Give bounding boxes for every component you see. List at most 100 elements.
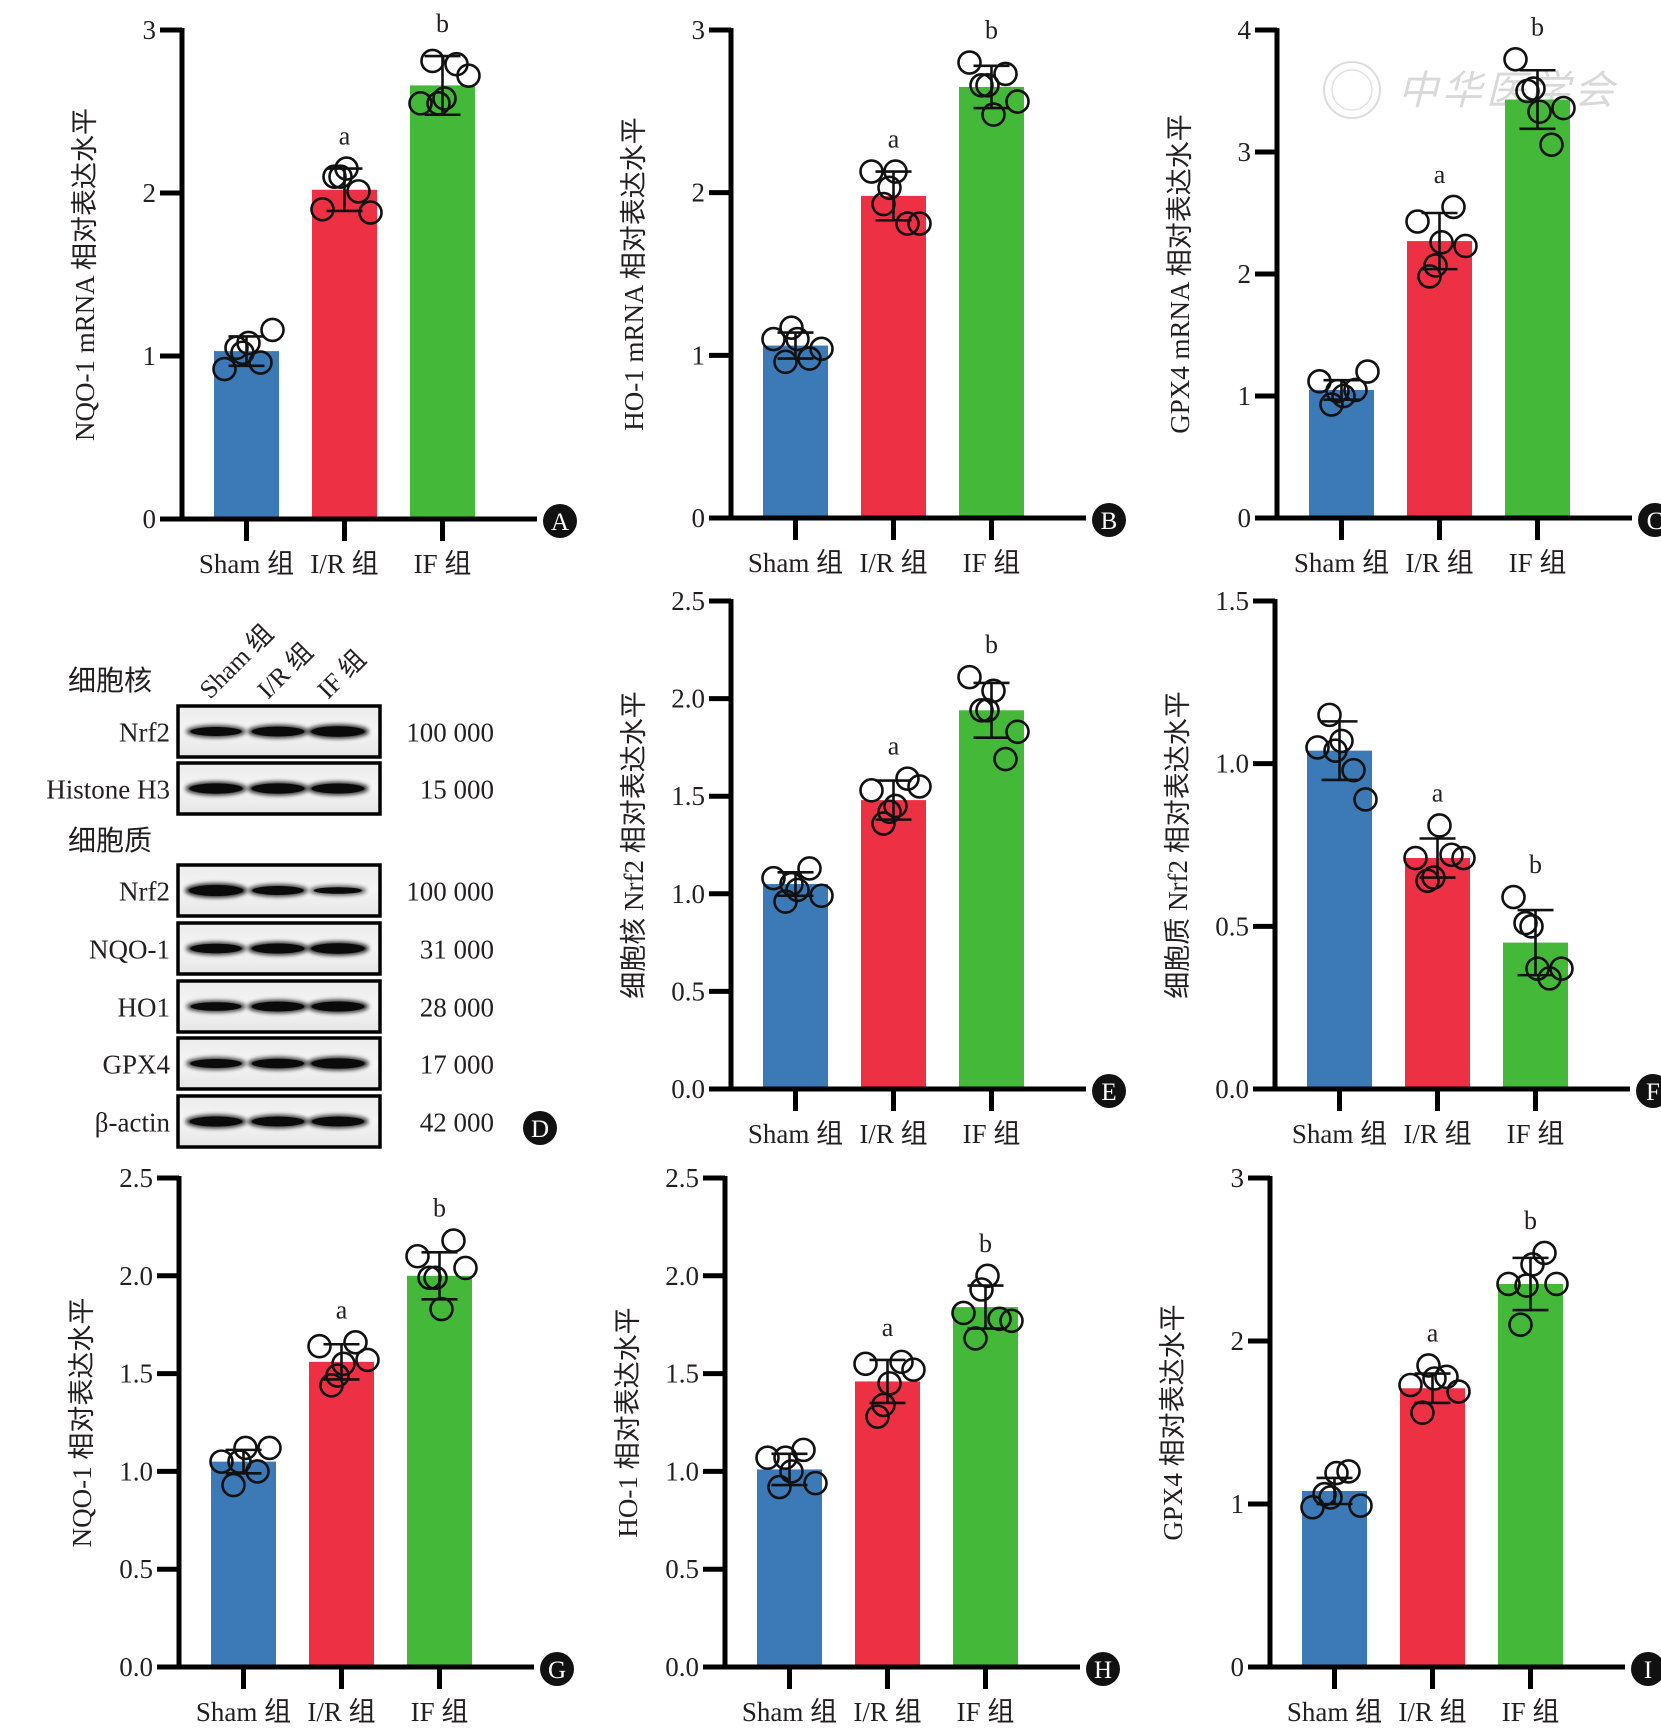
data-point [785,326,810,352]
y-tick-label: 0.5 [1215,911,1249,941]
data-point [1422,1366,1447,1391]
data-point [233,1435,258,1461]
panel-badge [1086,1652,1120,1686]
data-point [1405,209,1430,234]
panel-badge [523,1111,557,1145]
x-tick-label: Sham 组 [196,1697,291,1727]
data-point [1549,956,1574,981]
x-tick-label: I/R 组 [1398,1697,1466,1727]
y-tick-label: 2 [1231,1326,1245,1356]
data-point [343,1330,368,1355]
data-point [859,159,884,184]
bar-2 [1400,1388,1465,1667]
x-tick-label: IF 组 [1509,548,1567,578]
y-tick-label: 3 [143,15,157,45]
blot-band-core [189,885,243,896]
data-point [1434,1364,1459,1390]
blot-band-core [189,1116,243,1127]
data-point [307,1333,332,1359]
data-point [1323,738,1348,763]
y-tick-label: 0 [692,503,706,533]
blot-row: HO1 28 000 [118,979,494,1034]
significance-label: b [1531,12,1544,41]
bar-3 [953,1307,1018,1667]
bar-1 [211,1461,276,1667]
blot-protein-label: Histone H3 [46,775,170,805]
bar-3 [959,710,1024,1089]
data-point [779,1459,804,1484]
blot-row: β-actin 42 000 [95,1094,494,1149]
data-point [1305,735,1330,760]
y-tick-label: 1.0 [671,879,705,909]
y-axis-label: 细胞核 Nrf2 相对表达水平 [619,691,649,998]
x-tick-label: Sham 组 [1294,548,1389,578]
data-point [405,1243,430,1269]
lane-label: IF 组 [312,644,372,704]
blot-molecular-weight: 100 000 [406,718,494,748]
y-tick-label: 0.0 [119,1652,153,1682]
blot-band-core [189,783,243,794]
data-point [230,340,255,366]
data-point [1539,132,1564,157]
chart-panel-a: a b 0 1 2 3 Sham 组 I/R 组 IF 组 NQO-1 mRNA 相对表达水平 A [70,9,577,579]
y-tick-label: 1.0 [119,1456,153,1486]
x-tick-label: Sham 组 [748,1119,843,1149]
bar-1 [1307,750,1372,1089]
bar-2 [861,195,926,519]
data-point [987,1306,1012,1332]
data-point [877,175,902,201]
significance-label: b [436,9,449,38]
bar-1 [763,884,828,1089]
data-point [1410,1400,1435,1426]
x-tick-label: Sham 组 [199,549,294,579]
x-tick-label: Sham 组 [748,548,843,578]
bar-1 [763,345,828,518]
y-tick-label: 4 [1238,15,1252,45]
significance-label: b [985,16,998,45]
data-point [803,1470,828,1496]
data-point [853,1351,878,1377]
bar-3 [1498,1283,1563,1667]
x-tick-label: I/R 组 [310,549,378,579]
y-tick-label: 0.0 [665,1652,699,1682]
blot-molecular-weight: 17 000 [420,1050,494,1080]
data-point [1532,1240,1557,1266]
data-point [212,356,237,382]
data-point [310,197,335,222]
data-point [346,179,371,204]
bar-3 [407,1275,472,1667]
data-point [1341,757,1366,783]
blot-band-core [311,1001,365,1012]
x-tick-label: Sham 组 [1287,1697,1382,1727]
y-axis-label: 细胞质 Nrf2 相对表达水平 [1163,691,1193,998]
data-point [328,164,353,189]
panel-badge-letter: E [1101,1079,1116,1106]
y-tick-label: 1.0 [1215,749,1249,779]
x-tick-label: I/R 组 [307,1697,375,1727]
panel-badge-letter: I [1644,1657,1652,1684]
data-point [993,746,1018,772]
data-point [901,1357,926,1382]
panel-badge-letter: A [551,509,569,536]
y-tick-label: 2.5 [119,1163,153,1193]
data-point [957,50,982,75]
chart-panel-f: a b 0.0 0.5 1.0 1.5 Sham 组 I/R 组 IF 组 细胞质 Nrf2 相对… [1163,586,1661,1149]
panel-badge-letter: D [531,1116,549,1143]
significance-label: a [1432,778,1444,807]
blot-band-core [311,783,365,794]
y-tick-label: 0 [1231,1652,1245,1682]
significance-label: a [339,122,351,151]
bar-2 [1405,858,1470,1089]
blot-molecular-weight: 100 000 [406,877,494,907]
data-point [883,793,908,819]
data-point [895,766,920,791]
data-point [1343,377,1368,403]
panel-badge [1638,503,1661,537]
data-point [1439,842,1464,868]
x-tick-label: IF 组 [411,1697,469,1727]
data-point [785,877,810,903]
data-point [809,883,834,909]
significance-label: a [888,732,900,761]
y-tick-label: 2.0 [665,1261,699,1291]
